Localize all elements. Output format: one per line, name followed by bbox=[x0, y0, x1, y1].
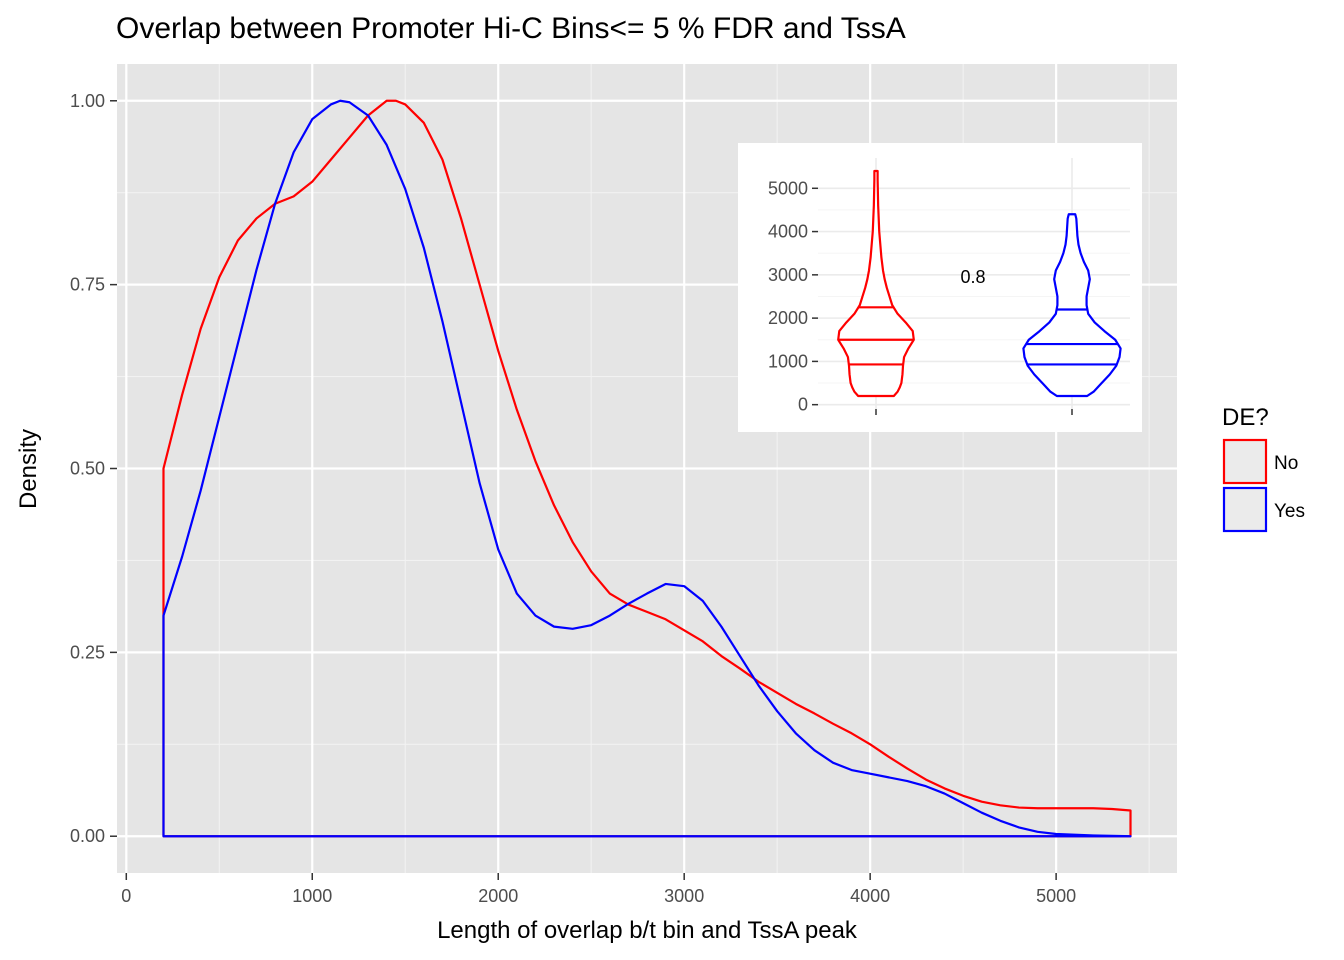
inset-violin: 0 1000 2000 3000 4000 5000 0.8 bbox=[738, 143, 1142, 432]
inset-y-tick-label: 3000 bbox=[768, 265, 808, 285]
x-axis-title: Length of overlap b/t bin and TssA peak bbox=[437, 917, 858, 944]
inset-axes: 0 1000 2000 3000 4000 5000 bbox=[768, 178, 1073, 415]
inset-y-tick-label: 4000 bbox=[768, 222, 808, 242]
density-series bbox=[162, 99, 1132, 838]
legend-items: No Yes bbox=[1222, 438, 1305, 533]
x-tick-label: 3000 bbox=[664, 886, 704, 906]
y-axis-title: Density bbox=[15, 429, 42, 509]
violin-series bbox=[837, 169, 1122, 398]
legend-key-no bbox=[1222, 438, 1268, 485]
density-line-no bbox=[162, 99, 1132, 838]
x-tick-label: 4000 bbox=[850, 886, 890, 906]
x-tick-label: 1000 bbox=[292, 886, 332, 906]
chart-title: Overlap between Promoter Hi-C Bins<= 5 %… bbox=[116, 12, 906, 45]
legend: DE? No Yes bbox=[1222, 404, 1305, 533]
legend-label-no: No bbox=[1274, 453, 1298, 474]
y-tick-label: 0.75 bbox=[70, 275, 105, 295]
inset-annotation: 0.8 bbox=[960, 267, 985, 287]
inset-y-tick-label: 1000 bbox=[768, 351, 808, 371]
inset-y-tick-label: 2000 bbox=[768, 308, 808, 328]
density-line-yes bbox=[162, 99, 1132, 838]
legend-label-yes: Yes bbox=[1274, 501, 1305, 522]
y-tick-label: 0.00 bbox=[70, 826, 105, 846]
legend-key-yes bbox=[1222, 486, 1268, 533]
main-axes: 0 1000 2000 3000 4000 5000 0.00 0.25 0.50 0.75 1.0… bbox=[70, 91, 1076, 906]
inset-y-tick-label: 5000 bbox=[768, 178, 808, 198]
inset-y-tick-label: 0 bbox=[798, 395, 808, 415]
violin-yes bbox=[1022, 213, 1122, 398]
x-tick-label: 2000 bbox=[478, 886, 518, 906]
x-tick-label: 5000 bbox=[1036, 886, 1076, 906]
legend-title: DE? bbox=[1222, 404, 1269, 431]
y-tick-label: 1.00 bbox=[70, 91, 105, 111]
y-tick-label: 0.50 bbox=[70, 459, 105, 479]
y-tick-label: 0.25 bbox=[70, 642, 105, 662]
x-tick-label: 0 bbox=[121, 886, 131, 906]
